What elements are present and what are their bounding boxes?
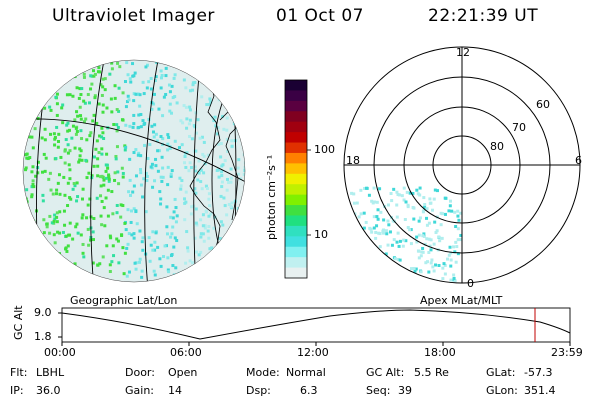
colorbar-swatch xyxy=(285,152,307,164)
timeline-xtick-3: 18:00 xyxy=(424,346,456,359)
colorbar-swatch xyxy=(285,205,307,216)
mlt-label-18: 18 xyxy=(346,154,360,167)
colorbar-swatch xyxy=(285,236,307,248)
lat-label-70: 70 xyxy=(512,121,526,134)
dsp-value: 6.3 xyxy=(300,384,318,397)
timeline-xtick-2: 12:00 xyxy=(297,346,329,359)
timeline-ytick-9: 9.0 xyxy=(34,306,52,319)
mode-label: Mode: xyxy=(246,366,280,379)
mlt-label-12: 12 xyxy=(456,46,470,59)
gcalt-label: GC Alt: xyxy=(366,366,405,379)
door-value: Open xyxy=(168,366,198,379)
geographic-label: Geographic Lat/Lon xyxy=(70,294,178,307)
glat-label: GLat: xyxy=(486,366,516,379)
mlt-label-0: 0 xyxy=(467,277,474,290)
colorbar-swatch xyxy=(285,257,307,269)
seq-value: 39 xyxy=(398,384,412,397)
timeline-xtick-4: 23:59 xyxy=(551,346,583,359)
altitude-curve xyxy=(61,309,571,340)
colorbar-swatch xyxy=(285,111,307,123)
colorbar-swatch xyxy=(285,142,307,154)
colorbar-swatch xyxy=(285,90,307,102)
colorbar-swatch xyxy=(285,267,307,279)
time-label: 22:21:39 UT xyxy=(428,6,539,26)
colorbar-swatch xyxy=(285,80,307,91)
colorbar-swatch xyxy=(285,163,307,175)
instrument-title: Ultraviolet Imager xyxy=(52,6,215,26)
colorbar-swatch xyxy=(285,246,307,258)
colorbar-swatch xyxy=(285,184,307,196)
timeline-xtick-0: 00:00 xyxy=(44,346,76,359)
dsp-label: Dsp: xyxy=(246,384,271,397)
gain-value: 14 xyxy=(168,384,182,397)
ip-label: IP: xyxy=(10,384,24,397)
colorbar-swatch xyxy=(285,225,307,237)
flt-label: Flt: xyxy=(10,366,28,379)
colorbar-swatch xyxy=(285,194,307,206)
colorbar-swatch xyxy=(285,121,307,133)
glon-value: 351.4 xyxy=(524,384,556,397)
colorbar-tick-10: 10 xyxy=(314,228,328,241)
mode-value: Normal xyxy=(286,366,326,379)
colorbar-swatch xyxy=(285,215,307,227)
gain-label: Gain: xyxy=(125,384,154,397)
lat-label-80: 80 xyxy=(490,140,504,153)
date-label: 01 Oct 07 xyxy=(276,6,364,26)
polar-grid xyxy=(343,46,581,284)
timeline-ytick-1-8: 1.8 xyxy=(34,330,52,343)
colorbar-swatch xyxy=(285,100,307,112)
apex-label: Apex MLat/MLT xyxy=(420,294,503,307)
door-label: Door: xyxy=(125,366,155,379)
ip-value: 36.0 xyxy=(36,384,61,397)
mlt-label-6: 6 xyxy=(575,154,582,167)
lat-label-60: 60 xyxy=(536,98,550,111)
colorbar-swatch xyxy=(285,173,307,185)
colorbar-swatch xyxy=(285,132,307,144)
seq-label: Seq: xyxy=(366,384,391,397)
flt-value: LBHL xyxy=(36,366,65,379)
glon-label: GLon: xyxy=(486,384,518,397)
colorbar-swatches xyxy=(285,80,307,279)
gcalt-value: 5.5 Re xyxy=(414,366,449,379)
timeline-xtick-1: 06:00 xyxy=(170,346,202,359)
timeline-ylabel: GC Alt xyxy=(12,305,25,340)
glat-value: -57.3 xyxy=(524,366,553,379)
colorbar-tick-100: 100 xyxy=(314,143,335,156)
